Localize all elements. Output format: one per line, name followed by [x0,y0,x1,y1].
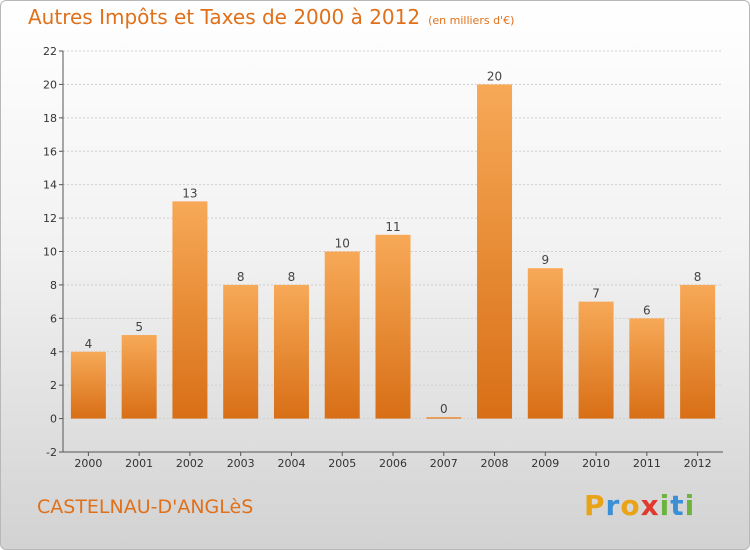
y-tick-label: 20 [43,78,57,91]
labels: 4 2000 5 2001 13 2002 8 2003 8 2004 10 2005 11 2006 0 2… [74,69,711,470]
x-tick-label-2010: 2010 [582,457,610,470]
bar-2002 [172,201,208,419]
data-label-2009: 9 [541,253,549,267]
y-tick-label: 4 [50,346,57,359]
y-tick-label: 14 [43,179,57,192]
bar-2003 [223,284,259,419]
data-label-2006: 11 [385,220,400,234]
y-tick-label: 16 [43,145,57,158]
x-tick-label-2000: 2000 [74,457,102,470]
data-label-2004: 8 [288,270,296,284]
y-tick-label: 22 [43,45,57,58]
data-label-2002: 13 [182,186,197,200]
bar-2010 [578,301,614,419]
chart-title: Autres Impôts et Taxes de 2000 à 2012 (en… [28,5,514,29]
x-tick-label-2011: 2011 [633,457,661,470]
data-label-2000: 4 [85,337,93,351]
bar-2012 [680,284,716,419]
bar-2006 [375,234,411,419]
y-tick-label: 2 [50,379,57,392]
bars [70,84,716,419]
data-label-2011: 6 [643,303,651,317]
x-tick-label-2003: 2003 [227,457,255,470]
y-tick-label: -2 [46,446,57,459]
logo-letter: i [659,489,671,522]
bar-2007 [426,417,462,419]
bar-2008 [477,84,513,419]
y-tick-label: 18 [43,112,57,125]
x-tick-label-2004: 2004 [277,457,305,470]
y-tick-label: 0 [50,413,57,426]
data-label-2012: 8 [694,270,702,284]
bar-2000 [70,351,106,419]
commune-name: CASTELNAU-D'ANGLèS [37,496,254,518]
x-tick-label-2009: 2009 [531,457,559,470]
proxiti-logo: Proxiti [584,489,695,522]
data-label-2003: 8 [237,270,245,284]
y-tick-label: 6 [50,312,57,325]
data-label-2010: 7 [592,287,600,301]
data-label-2001: 5 [135,320,143,334]
data-label-2008: 20 [487,69,502,83]
y-tick-label: 12 [43,212,57,225]
x-tick-label-2002: 2002 [176,457,204,470]
data-label-2007: 0 [440,402,448,416]
logo-letter: P [584,489,606,522]
logo-letter: x [640,489,660,522]
bar-2009 [527,268,563,419]
logo-letter: r [605,489,621,522]
logo-letter: t [670,489,685,522]
x-tick-label-2012: 2012 [684,457,712,470]
y-tick-label: 8 [50,279,57,292]
unit-note: (en milliers d'€) [428,14,515,27]
bar-2011 [629,318,665,419]
x-tick-label-2008: 2008 [481,457,509,470]
logo-letter: i [684,489,696,522]
x-tick-label-2007: 2007 [430,457,458,470]
bar-2005 [324,251,360,419]
chart-title-text: Autres Impôts et Taxes de 2000 à 2012 [28,5,421,29]
data-label-2005: 10 [335,237,350,251]
x-tick-label-2005: 2005 [328,457,356,470]
axes: -2 0 2 4 6 8 10 12 14 16 18 20 22 [43,45,723,459]
logo-letter: o [620,489,641,522]
y-tick-label: 10 [43,246,57,259]
bar-2004 [273,284,309,419]
x-tick-label-2006: 2006 [379,457,407,470]
bar-2001 [121,335,157,419]
x-tick-label-2001: 2001 [125,457,153,470]
